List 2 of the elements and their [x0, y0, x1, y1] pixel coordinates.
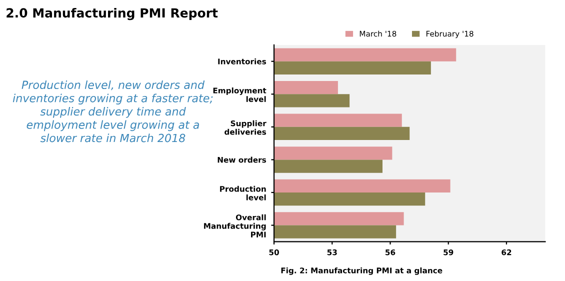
text: Production level, new orders and inventories growing at a faster rate; supplier delivery time and employment level growing at a slower rate in March 2018: [12, 80, 213, 142]
text: 2.0 Manufacturing PMI Report: [6, 8, 218, 20]
